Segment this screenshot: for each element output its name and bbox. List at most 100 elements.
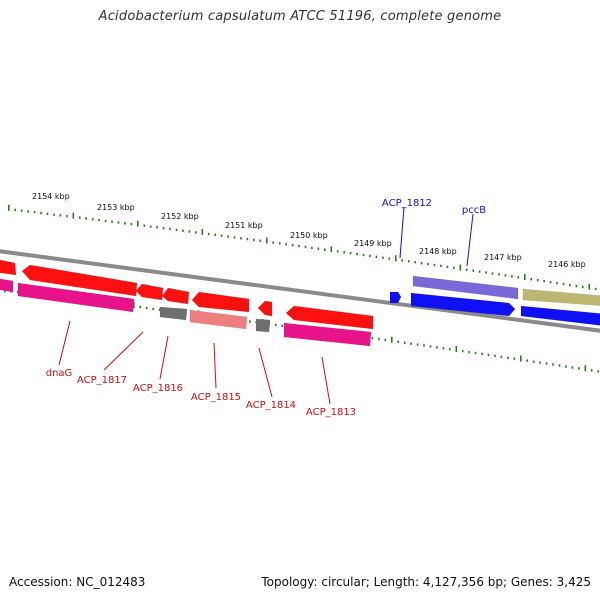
minor-tick bbox=[59, 214, 62, 217]
map-title: Acidobacterium capsulatum ATCC 51196, co… bbox=[98, 9, 502, 24]
minor-tick bbox=[543, 280, 545, 283]
minor-tick bbox=[569, 283, 571, 287]
minor-tick bbox=[111, 220, 113, 223]
major-tick bbox=[201, 229, 204, 235]
minor-tick bbox=[274, 323, 277, 327]
minor-tick bbox=[494, 354, 496, 357]
minor-tick bbox=[356, 252, 358, 256]
minor-tick bbox=[513, 357, 516, 360]
minor-tick bbox=[169, 227, 171, 231]
minor-tick bbox=[485, 271, 487, 274]
minor-tick bbox=[143, 224, 146, 227]
minor-tick bbox=[182, 229, 184, 232]
minor-tick bbox=[285, 243, 287, 246]
gene-arrow bbox=[21, 264, 138, 297]
gene-arrow bbox=[520, 305, 600, 326]
minor-tick bbox=[410, 342, 412, 345]
scale-label-2154: 2154 kbp bbox=[32, 192, 70, 201]
minor-tick bbox=[571, 366, 574, 369]
scale-label-2146: 2146 kbp bbox=[548, 260, 586, 269]
minor-tick bbox=[349, 252, 352, 255]
major-tick bbox=[72, 212, 75, 219]
gene-arrow bbox=[255, 318, 271, 333]
minor-tick bbox=[53, 213, 55, 216]
minor-tick bbox=[272, 241, 274, 244]
minor-tick bbox=[249, 320, 251, 323]
minor-tick bbox=[449, 348, 451, 351]
minor-tick bbox=[565, 365, 567, 368]
minor-tick bbox=[139, 306, 142, 309]
minor-tick bbox=[507, 356, 509, 359]
genome-backbone bbox=[0, 249, 600, 333]
forward-strand-outer bbox=[0, 259, 600, 330]
minor-tick bbox=[429, 345, 432, 348]
minor-tick bbox=[416, 343, 419, 346]
minor-tick bbox=[145, 306, 148, 310]
scale-label-2148: 2148 kbp bbox=[419, 247, 457, 256]
major-tick bbox=[459, 264, 462, 271]
minor-tick bbox=[304, 245, 307, 249]
minor-tick bbox=[461, 349, 464, 353]
genome-summary-text: Topology: circular; Length: 4,127,356 bp… bbox=[261, 575, 591, 589]
gene-arrow bbox=[257, 300, 273, 317]
minor-tick bbox=[442, 347, 445, 350]
scale-label-2147: 2147 kbp bbox=[484, 253, 522, 262]
gene-arrow bbox=[0, 278, 14, 293]
minor-tick bbox=[207, 232, 210, 236]
major-tick bbox=[266, 237, 268, 244]
minor-tick bbox=[233, 236, 236, 239]
minor-tick bbox=[371, 337, 374, 340]
minor-tick bbox=[397, 340, 399, 343]
minor-tick bbox=[407, 260, 410, 263]
minor-tick bbox=[549, 280, 552, 284]
minor-tick bbox=[317, 247, 320, 250]
minor-tick bbox=[414, 261, 416, 264]
minor-tick bbox=[552, 363, 554, 366]
minor-tick bbox=[16, 291, 19, 294]
minor-tick bbox=[40, 211, 42, 215]
major-tick bbox=[137, 220, 139, 227]
minor-tick bbox=[246, 237, 249, 241]
minor-tick bbox=[343, 251, 345, 254]
minor-tick bbox=[130, 222, 133, 226]
major-tick bbox=[395, 255, 397, 262]
minor-tick bbox=[227, 235, 229, 238]
gene-arrow bbox=[285, 305, 374, 330]
minor-tick bbox=[420, 262, 423, 265]
minor-tick bbox=[220, 234, 223, 237]
gene-arrow bbox=[0, 259, 17, 276]
minor-tick bbox=[446, 265, 449, 269]
minor-tick bbox=[104, 219, 107, 223]
minor-tick bbox=[504, 274, 507, 277]
minor-tick bbox=[500, 355, 503, 358]
minor-tick bbox=[20, 209, 23, 212]
minor-tick bbox=[590, 369, 593, 372]
gene-label-pccb: pccB bbox=[462, 205, 486, 216]
gene-label-acp-1812: ACP_1812 bbox=[382, 198, 432, 209]
reverse-gene-labels: dnaG ACP_1817 ACP_1816 ACP_1815 ACP_1814… bbox=[46, 368, 356, 418]
accession-text: Accession: NC_012483 bbox=[9, 575, 146, 589]
scale-label-2149: 2149 kbp bbox=[354, 239, 392, 248]
major-tick bbox=[455, 346, 458, 352]
gene-arrow bbox=[161, 287, 190, 305]
minor-tick bbox=[468, 350, 470, 354]
scale-label-2151: 2151 kbp bbox=[225, 221, 263, 230]
major-tick bbox=[8, 204, 10, 211]
minor-tick bbox=[511, 275, 513, 278]
outer-scale-track bbox=[8, 204, 597, 291]
minor-tick bbox=[474, 351, 477, 355]
minor-tick bbox=[281, 324, 283, 327]
minor-tick bbox=[375, 255, 378, 258]
minor-tick bbox=[453, 266, 455, 269]
minor-tick bbox=[278, 242, 281, 245]
gene-arrow bbox=[389, 291, 402, 304]
gene-label-acp-1816: ACP_1816 bbox=[133, 383, 183, 394]
minor-tick bbox=[369, 254, 371, 258]
forward-gene-labels: ACP_1812 pccB bbox=[382, 198, 486, 216]
minor-tick bbox=[517, 276, 520, 279]
minor-tick bbox=[478, 270, 481, 273]
gene-arrow bbox=[410, 292, 516, 317]
minor-tick bbox=[536, 279, 539, 282]
minor-tick bbox=[423, 344, 425, 347]
